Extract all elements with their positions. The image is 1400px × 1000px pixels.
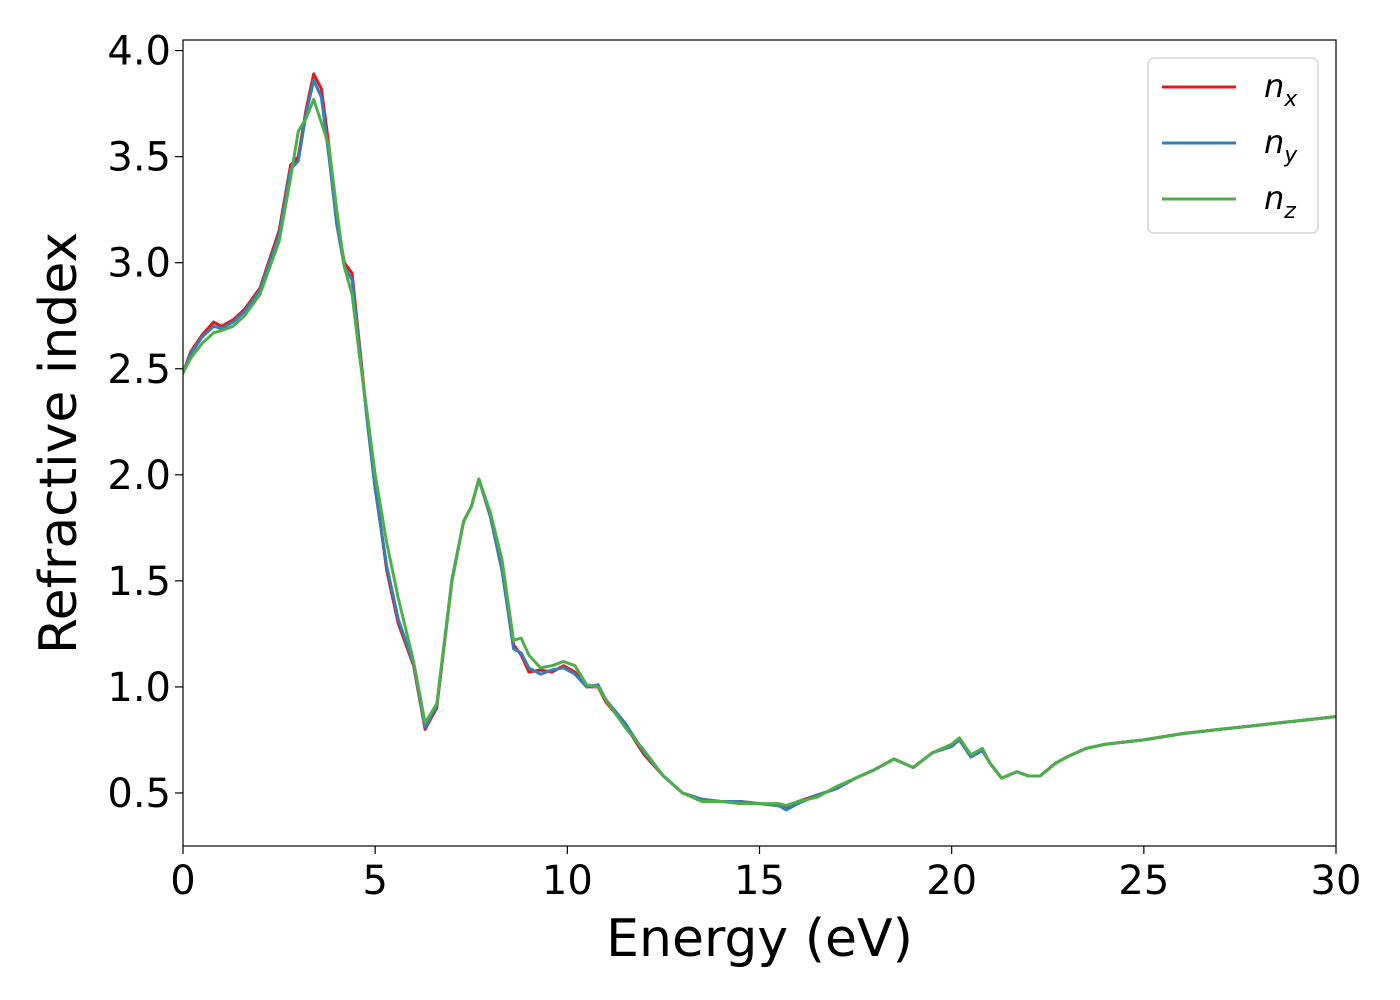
x-axis-label: Energy (eV) <box>606 909 913 969</box>
x-tick-label: 30 <box>1311 858 1362 904</box>
x-axis: 0 5 10 15 20 25 30 <box>170 846 1361 904</box>
series-layer <box>183 72 1336 812</box>
y-tick-label: 2.0 <box>107 453 171 499</box>
y-tick-label: 4.0 <box>107 29 171 75</box>
y-tick-label: 3.0 <box>107 241 171 287</box>
legend-label: ny <box>1264 123 1298 168</box>
y-tick-label: 2.5 <box>107 347 171 393</box>
y-tick-label: 1.0 <box>107 665 171 711</box>
legend: nx ny nz <box>1147 57 1319 234</box>
legend-label: nz <box>1264 179 1296 224</box>
x-tick-label: 10 <box>542 858 593 904</box>
legend-box <box>1147 57 1319 234</box>
y-axis-label: Refractive index <box>29 232 89 654</box>
x-tick-label: 20 <box>926 858 977 904</box>
y-tick-label: 3.5 <box>107 135 171 181</box>
x-tick-label: 15 <box>734 858 785 904</box>
series-line-n-z <box>183 97 1336 808</box>
y-tick-label: 0.5 <box>107 771 171 817</box>
legend-label: nx <box>1264 67 1298 112</box>
x-tick-label: 0 <box>170 858 195 904</box>
y-tick-label: 1.5 <box>107 559 171 605</box>
y-axis: 0.5 1.0 1.5 2.0 2.5 3.0 3.5 4.0 <box>107 29 183 817</box>
x-tick-label: 25 <box>1118 858 1169 904</box>
x-tick-label: 5 <box>362 858 387 904</box>
